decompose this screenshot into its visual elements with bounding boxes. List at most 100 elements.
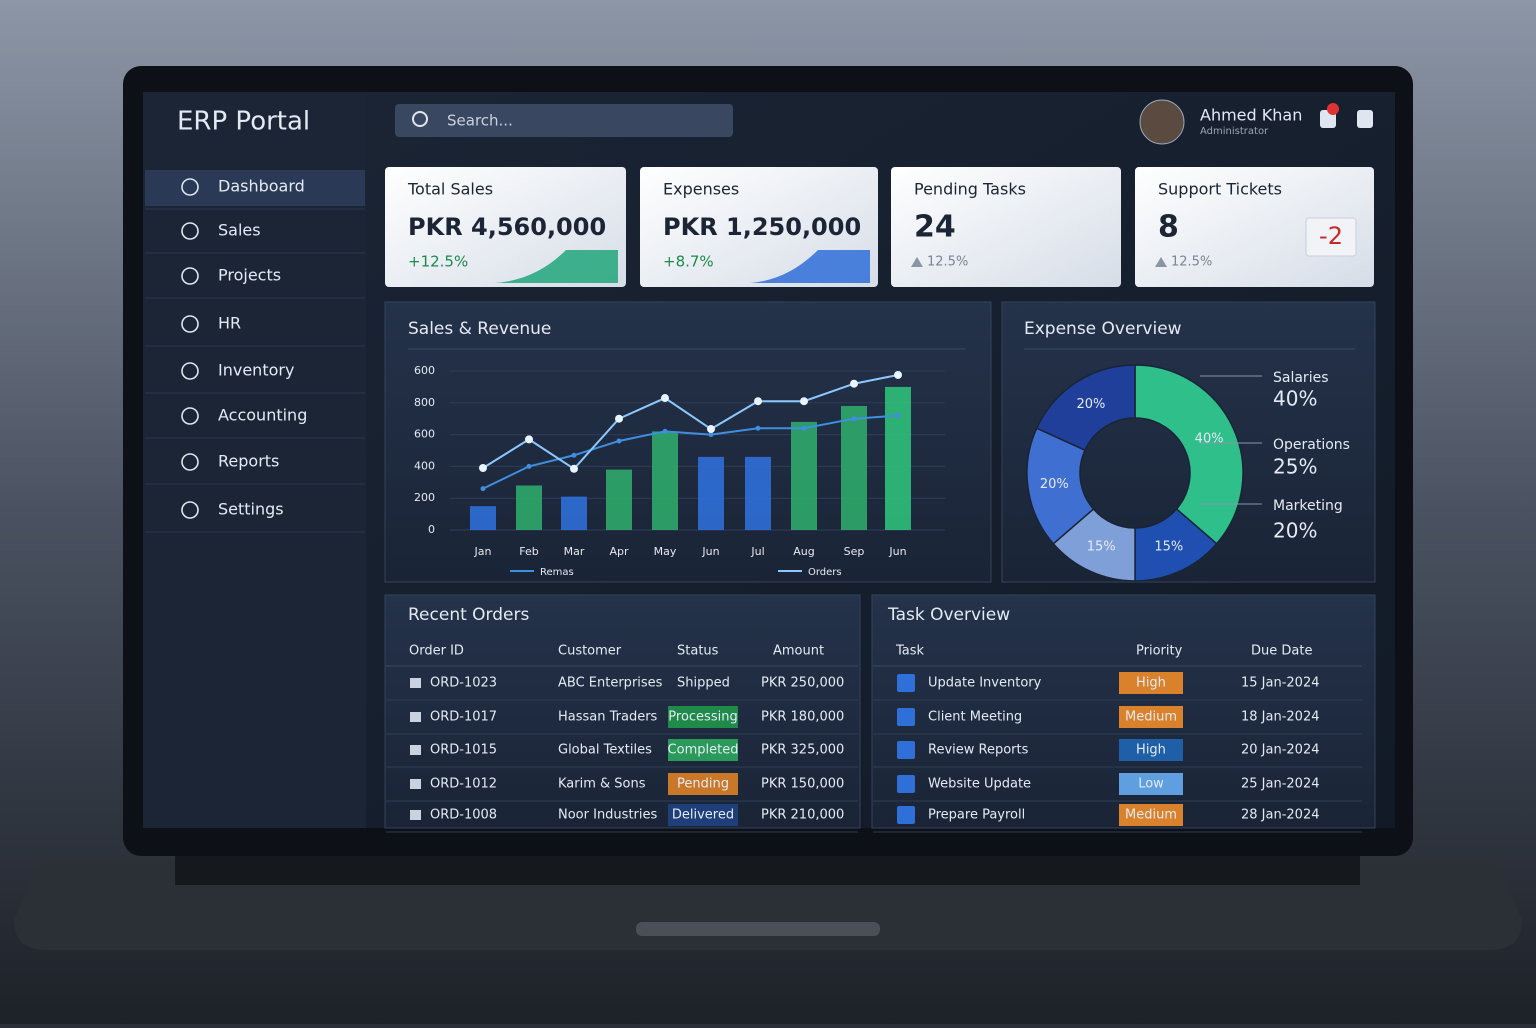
- line-point: [525, 435, 533, 444]
- x-tick-label: Jun: [701, 545, 719, 558]
- order-customer: Noor Industries: [558, 808, 657, 823]
- legend-label: Orders: [808, 567, 842, 578]
- donut-segment: [1035, 364, 1136, 452]
- y-tick-label: 600: [414, 428, 435, 441]
- nav-icon: [181, 315, 199, 333]
- legend-value: 20%: [1273, 519, 1317, 543]
- order-amount: PKR 250,000: [761, 676, 844, 691]
- kpi-card: [891, 167, 1121, 287]
- line-series: [482, 414, 899, 490]
- panel-title: Expense Overview: [1024, 319, 1182, 339]
- kpi-value: 8: [1158, 210, 1179, 245]
- status-pill: [668, 804, 738, 826]
- kpi-change: 12.5%: [1171, 255, 1212, 270]
- task-checkbox[interactable]: [897, 741, 915, 759]
- panel-title: Sales & Revenue: [408, 319, 551, 339]
- table-header: Priority: [1136, 644, 1183, 659]
- order-customer: ABC Enterprises: [558, 676, 663, 691]
- line-point: [707, 425, 715, 434]
- line-point: [526, 463, 532, 469]
- nav-item[interactable]: Accounting: [218, 406, 307, 425]
- nav-item[interactable]: Reports: [218, 452, 279, 471]
- user-role: Administrator: [1200, 126, 1269, 137]
- app-title: ERP Portal: [177, 107, 310, 137]
- task-due: 25 Jan-2024: [1241, 777, 1320, 792]
- x-tick-label: Feb: [519, 545, 538, 558]
- bar: [885, 386, 911, 530]
- donut-label: 20%: [1076, 397, 1105, 412]
- x-tick-label: Jan: [474, 545, 492, 558]
- order-status: Processing: [668, 710, 737, 725]
- panel-title: Recent Orders: [408, 605, 529, 625]
- search-icon: [412, 111, 428, 127]
- order-amount: PKR 210,000: [761, 808, 844, 823]
- kpi-value: PKR 1,250,000: [663, 213, 861, 241]
- priority-pill: [1119, 672, 1183, 694]
- task-checkbox[interactable]: [897, 708, 915, 726]
- row-icon: [410, 678, 421, 688]
- task-checkbox[interactable]: [897, 775, 915, 793]
- kpi-title: Pending Tasks: [914, 180, 1026, 199]
- nav-icon: [181, 501, 199, 519]
- donut-label: 40%: [1195, 432, 1224, 447]
- x-tick-label: Apr: [609, 545, 629, 558]
- nav-item[interactable]: Projects: [218, 266, 281, 285]
- kpi-change: 12.5%: [927, 255, 968, 270]
- priority-pill: [1119, 773, 1183, 795]
- nav-item[interactable]: Dashboard: [218, 177, 305, 196]
- line-point: [708, 432, 714, 438]
- task-checkbox[interactable]: [897, 674, 915, 692]
- row-icon: [410, 712, 421, 722]
- task-checkbox[interactable]: [897, 806, 915, 824]
- nav-icon: [181, 222, 199, 240]
- bar: [841, 405, 867, 530]
- y-tick-label: 400: [414, 459, 435, 472]
- x-tick-label: Mar: [564, 545, 585, 558]
- orders-panel: [384, 594, 861, 829]
- legend-value: 40%: [1273, 387, 1317, 411]
- legend-name: Operations: [1273, 437, 1350, 453]
- y-tick-label: 200: [414, 491, 435, 504]
- task-priority: High: [1136, 743, 1166, 758]
- line-point: [895, 413, 901, 419]
- donut-label: 20%: [1040, 477, 1069, 492]
- nav-item[interactable]: HR: [218, 314, 241, 333]
- line-point: [479, 463, 487, 472]
- order-id: ORD-1008: [430, 808, 497, 823]
- line-point: [570, 464, 578, 473]
- line-point: [754, 397, 762, 406]
- y-tick-label: 600: [414, 364, 435, 377]
- kpi-value: 24: [914, 210, 956, 245]
- bar: [791, 421, 817, 530]
- bar: [561, 496, 587, 530]
- nav-item[interactable]: Settings: [218, 500, 284, 519]
- line-point: [662, 428, 668, 434]
- priority-pill: [1119, 804, 1183, 826]
- trackpad-edge: [636, 922, 880, 936]
- table-header: Order ID: [409, 644, 464, 659]
- search-box[interactable]: [395, 104, 733, 137]
- order-id: ORD-1017: [430, 710, 497, 725]
- kpi-badge: [1305, 217, 1357, 257]
- nav-icon: [181, 453, 199, 471]
- line-point: [894, 370, 902, 379]
- sparkline: [750, 250, 870, 283]
- task-due: 28 Jan-2024: [1241, 808, 1320, 823]
- bell-icon[interactable]: [1357, 110, 1373, 128]
- line-point: [661, 394, 669, 403]
- avatar[interactable]: [1139, 99, 1185, 145]
- order-status: Completed: [668, 743, 739, 758]
- x-tick-label: Jul: [750, 545, 764, 558]
- task-priority: Medium: [1125, 710, 1177, 725]
- nav-item[interactable]: Sales: [218, 221, 261, 240]
- legend-name: Marketing: [1273, 498, 1343, 514]
- nav-icon: [181, 407, 199, 425]
- task-priority: Low: [1138, 777, 1164, 792]
- user-name: Ahmed Khan: [1200, 106, 1302, 125]
- table-header: Amount: [773, 644, 824, 659]
- task-name: Prepare Payroll: [928, 808, 1025, 823]
- order-amount: PKR 180,000: [761, 710, 844, 725]
- nav-item[interactable]: Inventory: [218, 361, 294, 380]
- x-tick-label: May: [654, 545, 677, 558]
- x-tick-label: Sep: [844, 545, 865, 558]
